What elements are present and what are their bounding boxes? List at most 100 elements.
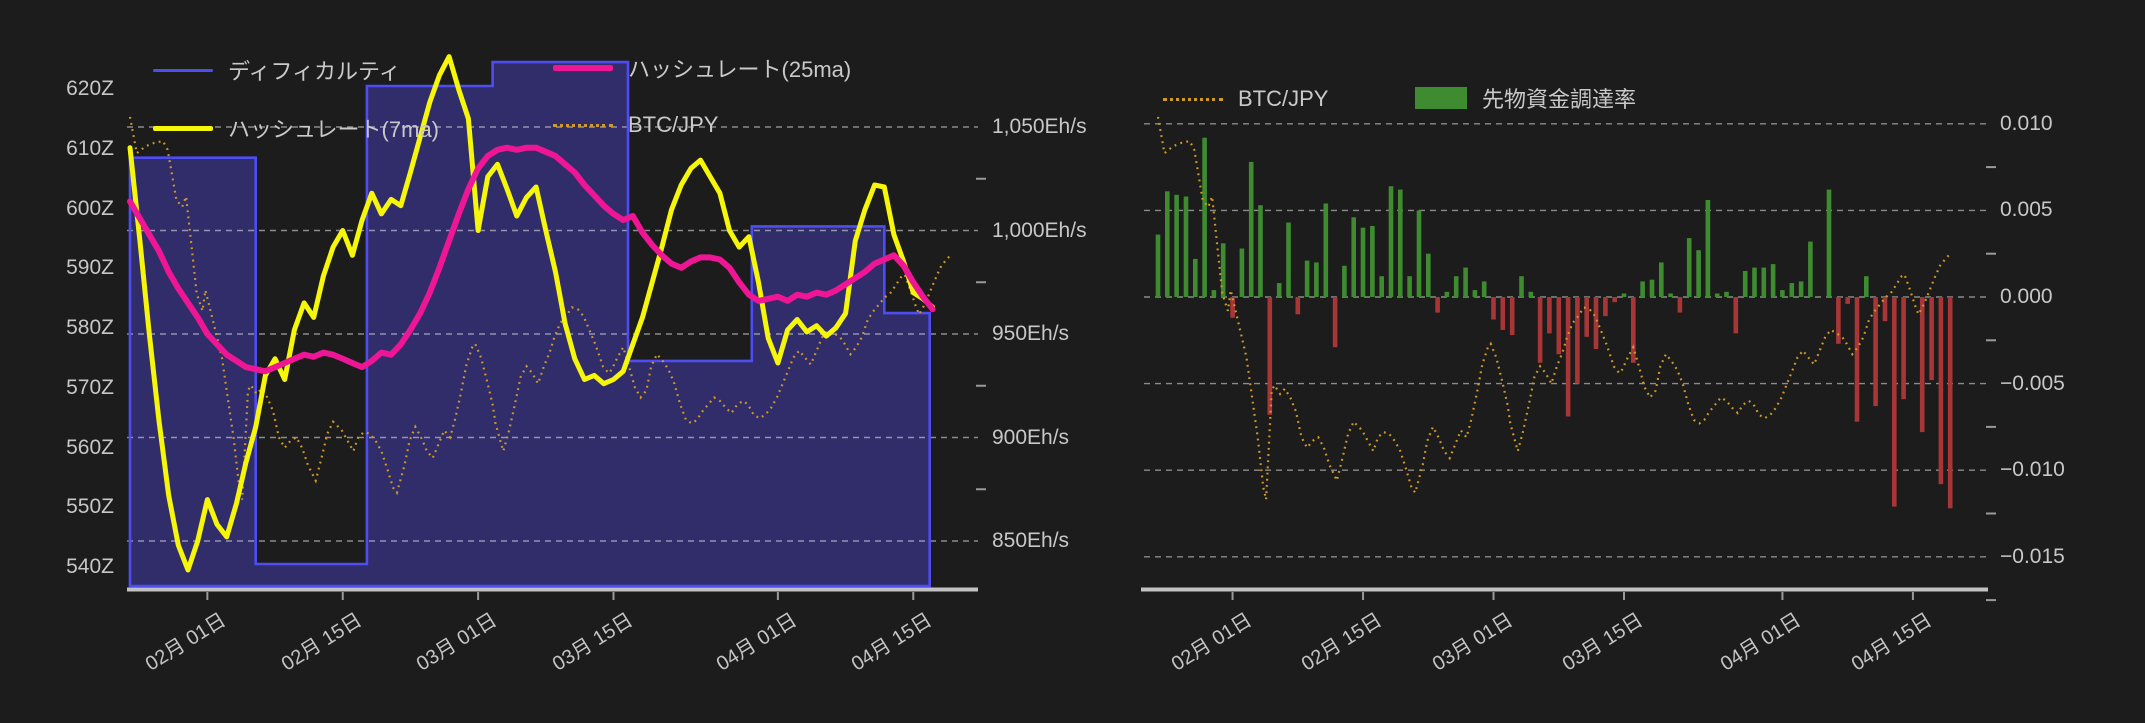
funding-rate-bar[interactable] xyxy=(1370,226,1375,297)
funding-rate-bar[interactable] xyxy=(1761,267,1767,297)
funding-rate-bar[interactable] xyxy=(1453,276,1459,297)
funding-rate-bar[interactable] xyxy=(1752,267,1757,297)
funding-rate-bar[interactable] xyxy=(1481,281,1487,297)
difficulty-hashrate-chart[interactable] xyxy=(127,54,986,600)
funding-rate-bar[interactable] xyxy=(1724,291,1729,297)
funding-rate-bar[interactable] xyxy=(1500,297,1506,330)
funding-rate-bar[interactable] xyxy=(1220,243,1226,297)
funding-rate-bar[interactable] xyxy=(1873,297,1878,407)
funding-rate-bar[interactable] xyxy=(1901,297,1906,400)
legend-item-hashrate-25ma[interactable]: ハッシュレート(25ma) xyxy=(553,52,851,84)
hashrate-25ma-line[interactable] xyxy=(127,144,936,375)
funding-rate-bar[interactable] xyxy=(1854,297,1860,422)
difficulty-area[interactable] xyxy=(130,62,930,587)
funding-rate-bar[interactable] xyxy=(1323,203,1329,298)
funding-rate-bar[interactable] xyxy=(1360,227,1366,297)
funding-rate-bar[interactable] xyxy=(1621,293,1627,298)
funding-rate-bar[interactable] xyxy=(1714,293,1720,298)
funding-rate-bar[interactable] xyxy=(1659,262,1664,297)
funding-rate-bar[interactable] xyxy=(1938,297,1944,485)
funding-rate-bar[interactable] xyxy=(1491,297,1496,320)
funding-rate-bar[interactable] xyxy=(1416,210,1422,297)
funding-rate-bar[interactable] xyxy=(1332,297,1338,348)
funding-rate-bar[interactable] xyxy=(1388,186,1394,297)
funding-rate-bar[interactable] xyxy=(1295,297,1301,315)
funding-rate-bar[interactable] xyxy=(1947,297,1953,509)
funding-rate-bar[interactable] xyxy=(1892,297,1897,507)
funding-rate-bar[interactable] xyxy=(1547,297,1552,334)
funding-rate-bar[interactable] xyxy=(1770,264,1776,297)
funding-rate-bar[interactable] xyxy=(1798,281,1804,297)
funding-rate-bar[interactable] xyxy=(1668,293,1673,298)
funding-rate-bar[interactable] xyxy=(1193,258,1198,297)
funding-rate-bar[interactable] xyxy=(1426,253,1431,297)
funding-rate-bar[interactable] xyxy=(1677,297,1683,313)
funding-rate-bar[interactable] xyxy=(1686,238,1692,297)
funding-rate-bar[interactable] xyxy=(1845,297,1850,304)
funding-rate-bar[interactable] xyxy=(1239,248,1245,298)
funding-rate-bar[interactable] xyxy=(1565,297,1571,417)
funding-rate-bar[interactable] xyxy=(1165,191,1170,297)
btcjpy-funding-chart[interactable] xyxy=(1141,116,1996,602)
funding-rate-bar[interactable] xyxy=(1351,217,1356,297)
funding-rate-bar[interactable] xyxy=(1864,276,1869,297)
funding-rate-bar[interactable] xyxy=(1584,297,1589,337)
funding-rate-bar[interactable] xyxy=(1780,290,1785,297)
funding-rate-bar[interactable] xyxy=(1230,297,1235,318)
funding-rate-bar[interactable] xyxy=(1612,297,1617,303)
btc-jpy-dotted-line-right[interactable] xyxy=(1156,116,1952,500)
funding-rate-bar[interactable] xyxy=(1789,283,1795,297)
funding-rate-bar[interactable] xyxy=(1258,205,1263,297)
funding-rate-bar[interactable] xyxy=(1314,262,1319,297)
funding-rate-bar[interactable] xyxy=(1537,297,1543,363)
legend-item-funding-rate[interactable]: 先物資金調達率 xyxy=(1415,82,1636,114)
funding-rate-bar[interactable] xyxy=(1929,297,1934,381)
funding-rate-bar[interactable] xyxy=(1435,297,1440,313)
funding-rate-bar[interactable] xyxy=(1174,194,1179,297)
hashrate-7ma-line[interactable] xyxy=(127,54,936,573)
funding-rate-bar[interactable] xyxy=(1276,283,1282,297)
funding-rate-bar[interactable] xyxy=(1696,250,1701,297)
funding-rate-bar[interactable] xyxy=(1836,297,1841,344)
funding-rate-bar[interactable] xyxy=(1202,137,1207,297)
funding-rate-bar[interactable] xyxy=(1155,234,1161,297)
funding-rate-bar[interactable] xyxy=(1463,267,1468,297)
btc-jpy-dotted-line-left[interactable] xyxy=(128,116,953,500)
funding-rate-bar[interactable] xyxy=(1631,297,1636,363)
funding-rate-bar[interactable] xyxy=(1472,290,1478,297)
funding-rate-bar[interactable] xyxy=(1304,260,1310,297)
funding-rate-bar[interactable] xyxy=(1528,291,1534,297)
funding-rate-bar[interactable] xyxy=(1342,265,1347,297)
funding-rate-bar[interactable] xyxy=(1808,241,1813,297)
funding-rate-bar[interactable] xyxy=(1826,189,1832,297)
funding-rate-bar[interactable] xyxy=(1733,297,1739,334)
legend-item-btcjpy-right[interactable]: BTC/JPY xyxy=(1163,86,1328,112)
funding-rate-bar[interactable] xyxy=(1742,271,1748,297)
legend-item-btcjpy-left[interactable]: BTC/JPY xyxy=(553,112,718,138)
funding-rate-bar[interactable] xyxy=(1575,297,1580,384)
legend-item-hashrate-7ma[interactable]: ハッシュレート(7ma) xyxy=(153,112,439,144)
funding-rate-bar[interactable] xyxy=(1183,196,1189,298)
funding-rate-bar[interactable] xyxy=(1640,281,1645,297)
funding-rate-bar[interactable] xyxy=(1398,189,1403,297)
funding-rate-bar[interactable] xyxy=(1379,276,1384,297)
funding-rate-bar[interactable] xyxy=(1509,297,1515,336)
funding-rate-bar[interactable] xyxy=(1649,279,1655,297)
funding-rate-bar[interactable] xyxy=(1519,276,1524,297)
funding-rate-bar[interactable] xyxy=(1286,222,1291,298)
funding-rate-bar[interactable] xyxy=(1407,276,1412,297)
funding-rate-bar[interactable] xyxy=(1593,297,1599,349)
y-axis-label-funding: 0.005 xyxy=(2000,198,2053,222)
funding-rate-bar[interactable] xyxy=(1882,297,1888,322)
funding-rate-bar[interactable] xyxy=(1248,161,1254,297)
funding-rate-bar[interactable] xyxy=(1444,291,1450,297)
funding-rate-bar[interactable] xyxy=(1556,297,1562,355)
funding-rate-bar[interactable] xyxy=(1211,290,1217,297)
funding-rate-bar[interactable] xyxy=(1705,200,1711,297)
funding-rate-bar[interactable] xyxy=(1919,297,1925,433)
legend-item-difficulty[interactable]: ディフィカルティ xyxy=(153,54,401,86)
funding-rate-bar[interactable] xyxy=(1603,297,1608,317)
funding-rate-bar[interactable] xyxy=(1267,297,1273,415)
